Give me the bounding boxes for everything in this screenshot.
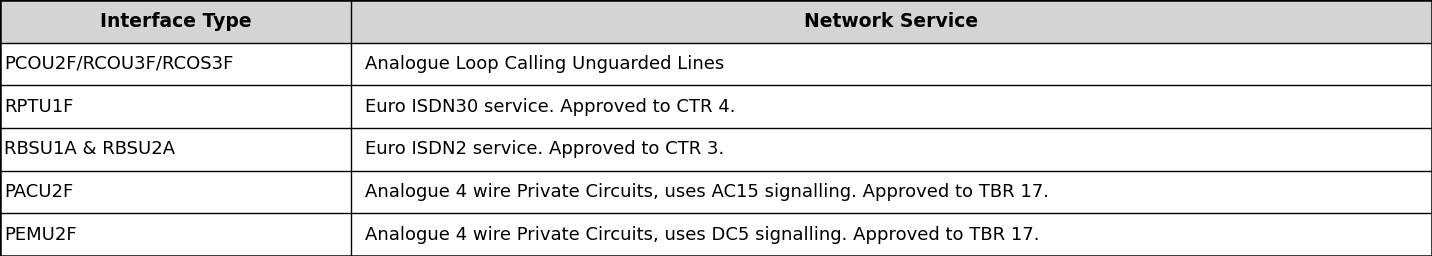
Bar [351, 85, 1432, 128]
Bar [0, 85, 351, 128]
Bar [0, 213, 351, 256]
Bar [351, 171, 1432, 213]
Text: Interface Type: Interface Type [100, 12, 251, 31]
Bar [351, 0, 1432, 43]
Bar [351, 43, 1432, 85]
Text: Analogue 4 wire Private Circuits, uses DC5 signalling. Approved to TBR 17.: Analogue 4 wire Private Circuits, uses D… [365, 226, 1040, 244]
Bar [0, 43, 351, 85]
Text: RBSU1A & RBSU2A: RBSU1A & RBSU2A [4, 140, 176, 158]
Text: PEMU2F: PEMU2F [4, 226, 77, 244]
Text: Analogue Loop Calling Unguarded Lines: Analogue Loop Calling Unguarded Lines [365, 55, 725, 73]
Text: Network Service: Network Service [805, 12, 978, 31]
Text: Euro ISDN30 service. Approved to CTR 4.: Euro ISDN30 service. Approved to CTR 4. [365, 98, 736, 116]
Bar [0, 0, 351, 43]
Bar [351, 213, 1432, 256]
Text: PCOU2F/RCOU3F/RCOS3F: PCOU2F/RCOU3F/RCOS3F [4, 55, 233, 73]
Text: Analogue 4 wire Private Circuits, uses AC15 signalling. Approved to TBR 17.: Analogue 4 wire Private Circuits, uses A… [365, 183, 1050, 201]
Bar [351, 128, 1432, 171]
Bar [0, 128, 351, 171]
Bar [0, 171, 351, 213]
Text: RPTU1F: RPTU1F [4, 98, 73, 116]
Text: Euro ISDN2 service. Approved to CTR 3.: Euro ISDN2 service. Approved to CTR 3. [365, 140, 725, 158]
Text: PACU2F: PACU2F [4, 183, 73, 201]
